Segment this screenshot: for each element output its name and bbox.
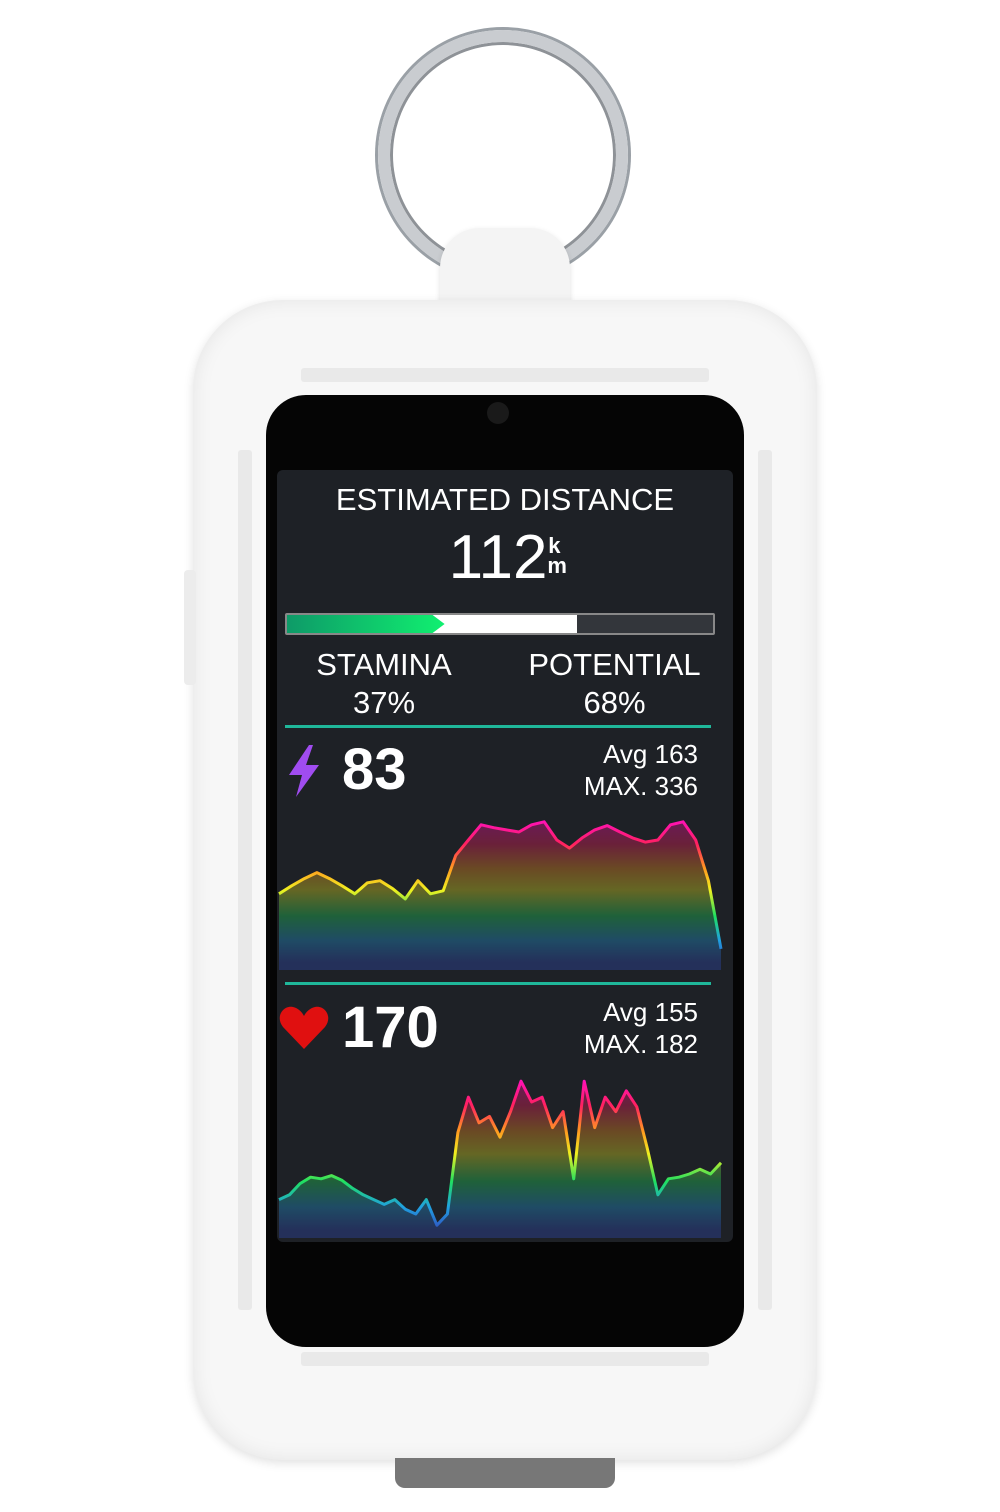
- case-groove: [301, 1352, 709, 1366]
- heart-rate-chart: [278, 1079, 723, 1238]
- potential-label: POTENTIAL: [528, 647, 701, 682]
- case-groove: [301, 368, 709, 382]
- stamina-fill: [287, 615, 445, 633]
- stamina-value: 37%: [352, 685, 416, 720]
- chart-area-shade: [279, 1081, 721, 1238]
- stamina-progress-bar: [285, 613, 715, 635]
- device-screen: ESTIMATED DISTANCE 112k m STAMINA 37% POT…: [277, 470, 733, 1242]
- case-groove: [238, 450, 252, 1310]
- heart-icon: [279, 1006, 329, 1049]
- unit-m: m: [547, 553, 567, 578]
- heart-rate-avg: Avg 155: [603, 997, 698, 1027]
- divider: [285, 725, 711, 728]
- chart-line: [278, 820, 723, 950]
- power-summary: Avg 163 MAX. 336: [584, 738, 698, 802]
- stamina-stat: STAMINA 37%: [299, 646, 469, 722]
- stamina-label: STAMINA: [316, 647, 452, 682]
- heart-rate-summary: Avg 155 MAX. 182: [584, 996, 698, 1060]
- chart-area-fill: [279, 1081, 721, 1238]
- power-value: 83: [342, 737, 407, 802]
- case-groove: [758, 450, 772, 1310]
- lightning-bolt-icon: [289, 745, 319, 797]
- bottom-port: [395, 1458, 615, 1488]
- power-max: MAX. 336: [583, 771, 698, 801]
- power-chart: [278, 820, 723, 970]
- estimated-distance-title: ESTIMATED DISTANCE: [335, 482, 675, 517]
- potential-value: 68%: [583, 685, 646, 720]
- unit-k: k: [548, 533, 561, 558]
- chart-area-fill: [279, 821, 721, 970]
- distance-value: 112: [448, 523, 548, 592]
- camera-sensor: [487, 402, 509, 424]
- power-avg: Avg 163: [603, 739, 698, 769]
- divider: [285, 982, 711, 985]
- distance-readout: 112k m: [277, 522, 733, 593]
- heart-rate-max: MAX. 182: [583, 1029, 698, 1059]
- potential-stat: POTENTIAL 68%: [522, 646, 707, 722]
- chart-line: [278, 1079, 723, 1227]
- chart-area-shade: [279, 821, 721, 970]
- side-button[interactable]: [184, 570, 196, 685]
- heart-rate-value: 170: [342, 995, 439, 1060]
